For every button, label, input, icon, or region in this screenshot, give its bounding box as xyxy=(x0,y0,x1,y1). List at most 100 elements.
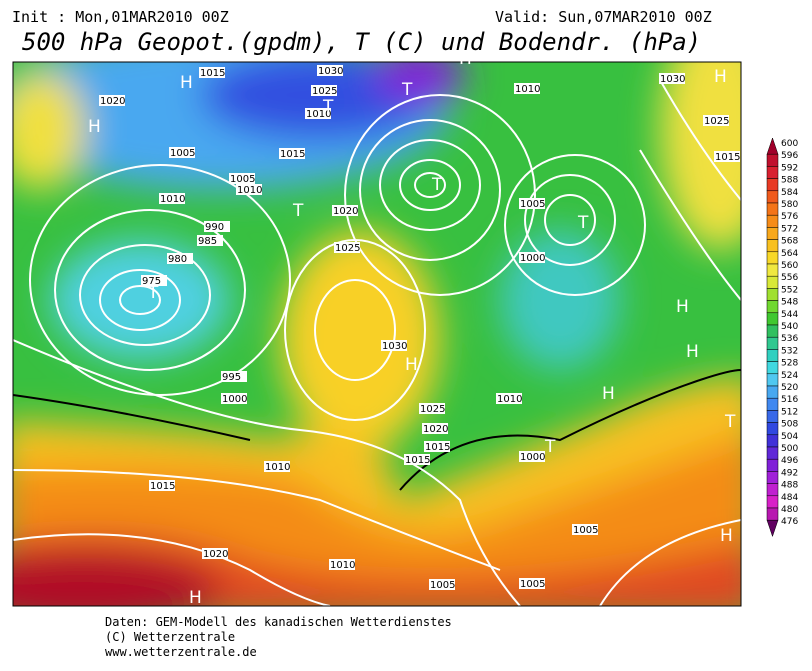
colorbar-label: 580 xyxy=(781,200,798,210)
isobar-label-bg xyxy=(519,578,545,589)
pressure-center: H xyxy=(686,342,699,362)
isobar-label: 995 xyxy=(222,372,241,383)
isobar-label: 1025 xyxy=(312,86,337,97)
colorbar-cell xyxy=(766,153,779,167)
pressure-center: H xyxy=(189,588,202,608)
colorbar-label: 600 xyxy=(781,139,798,149)
colorbar-cell xyxy=(766,275,779,289)
isobar-label: 1010 xyxy=(497,394,522,405)
pressure-center: H xyxy=(676,297,689,317)
isobar-label: 1025 xyxy=(335,243,360,254)
pressure-center: T xyxy=(544,437,556,457)
temperature-field xyxy=(13,62,741,606)
map-area xyxy=(13,62,741,606)
colorbar-cell xyxy=(766,349,779,362)
map-title: 500 hPa Geopot.(gpdm), T (C) und Bodendr… xyxy=(22,28,701,56)
pressure-center: T xyxy=(322,97,334,117)
colorbar-label: 576 xyxy=(781,212,798,222)
colorbar-label: 484 xyxy=(781,493,798,503)
colorbar-label: 584 xyxy=(781,188,798,198)
pressure-center: T xyxy=(724,412,736,432)
isobar-label: 1015 xyxy=(715,152,740,163)
isobar-label: 1010 xyxy=(237,185,262,196)
colorbar-cell xyxy=(766,373,779,387)
colorbar-label: 480 xyxy=(781,505,798,515)
colorbar-label: 548 xyxy=(781,298,798,308)
colorbar-cell xyxy=(766,190,779,204)
colorbar-label: 536 xyxy=(781,334,798,344)
init-time: Init : Mon,01MAR2010 00Z xyxy=(12,8,229,26)
colorbar-cell xyxy=(766,361,779,375)
colorbar-cell xyxy=(766,336,779,350)
pressure-center: H xyxy=(180,73,193,93)
colorbar-label: 528 xyxy=(781,359,798,369)
isobar-label: 985 xyxy=(198,236,217,247)
colorbar-cell xyxy=(766,385,779,399)
isobar-label: 1030 xyxy=(318,66,343,77)
isobar-label-bg xyxy=(329,559,355,570)
isobar-label: 1020 xyxy=(100,96,125,107)
isobar-label-bg xyxy=(519,451,545,462)
colorbar-label: 540 xyxy=(781,322,798,332)
colorbar-cell xyxy=(766,300,779,314)
isobar-label-bg xyxy=(332,205,358,216)
isobar-label-bg xyxy=(202,548,228,559)
isobar-label: 1005 xyxy=(520,579,545,590)
isobar-label: 1010 xyxy=(160,194,185,205)
isobar-label-bg xyxy=(703,115,729,126)
colorbar-label: 488 xyxy=(781,481,798,491)
colorbar-cell xyxy=(766,519,779,538)
isobar-label: 1005 xyxy=(520,199,545,210)
colorbar-cell xyxy=(766,446,779,460)
isobar-label: 975 xyxy=(142,276,161,287)
pressure-center: H xyxy=(459,49,472,69)
pressure-center: H xyxy=(714,67,727,87)
isobar-label: 1025 xyxy=(420,404,445,415)
colorbar-cell xyxy=(766,263,779,277)
isobar-label-bg xyxy=(236,184,262,195)
isobar-label-bg xyxy=(229,173,255,184)
pressure-center: H xyxy=(720,526,733,546)
isobar-label-bg xyxy=(572,524,598,535)
isobar-label: 1005 xyxy=(430,580,455,591)
colorbar-cell xyxy=(766,458,779,472)
isobar-label-bg xyxy=(404,454,430,465)
isobar-label-bg xyxy=(149,480,175,491)
colorbar-label: 500 xyxy=(781,444,798,454)
isobar-label-bg xyxy=(305,108,331,119)
isobar-label: 1015 xyxy=(280,149,305,160)
colorbar-cell xyxy=(766,483,779,497)
isobar-label-bg xyxy=(317,65,343,76)
colorbar-cell xyxy=(766,239,779,253)
isobar-label-bg xyxy=(496,393,522,404)
isobar-label: 1015 xyxy=(150,481,175,492)
pressure-center: T xyxy=(431,175,443,195)
isobar-label-bg xyxy=(197,235,223,246)
isobar-label-bg xyxy=(141,275,167,286)
valid-time: Valid: Sun,07MAR2010 00Z xyxy=(495,8,712,26)
isobar-label-bg xyxy=(279,148,305,159)
isobar-label-bg xyxy=(519,252,545,263)
colorbar-label: 588 xyxy=(781,176,798,186)
isobar-label: 1030 xyxy=(382,341,407,352)
isobar-label: 1020 xyxy=(203,549,228,560)
isobar-label-bg xyxy=(514,83,540,94)
footer-line: Daten: GEM-Modell des kanadischen Wetter… xyxy=(105,615,452,629)
isobar-label-bg xyxy=(204,221,230,232)
colorbar-label: 532 xyxy=(781,346,798,356)
colorbar-cell xyxy=(766,434,779,448)
isobar-label: 1010 xyxy=(330,560,355,571)
colorbar-label: 524 xyxy=(781,371,798,381)
isobar-label-bg xyxy=(519,198,545,209)
isobar-label-bg xyxy=(99,95,125,106)
pressure-center: T xyxy=(401,80,413,100)
pressure-center: T xyxy=(577,213,589,233)
colorbar-label: 516 xyxy=(781,395,798,405)
colorbar-label: 556 xyxy=(781,273,798,283)
pressure-center: H xyxy=(88,117,101,137)
isobar-label: 1000 xyxy=(520,253,545,264)
isobar-label: 1030 xyxy=(660,74,685,85)
colorbar-cell xyxy=(766,507,779,521)
colorbar-label: 568 xyxy=(781,237,798,247)
